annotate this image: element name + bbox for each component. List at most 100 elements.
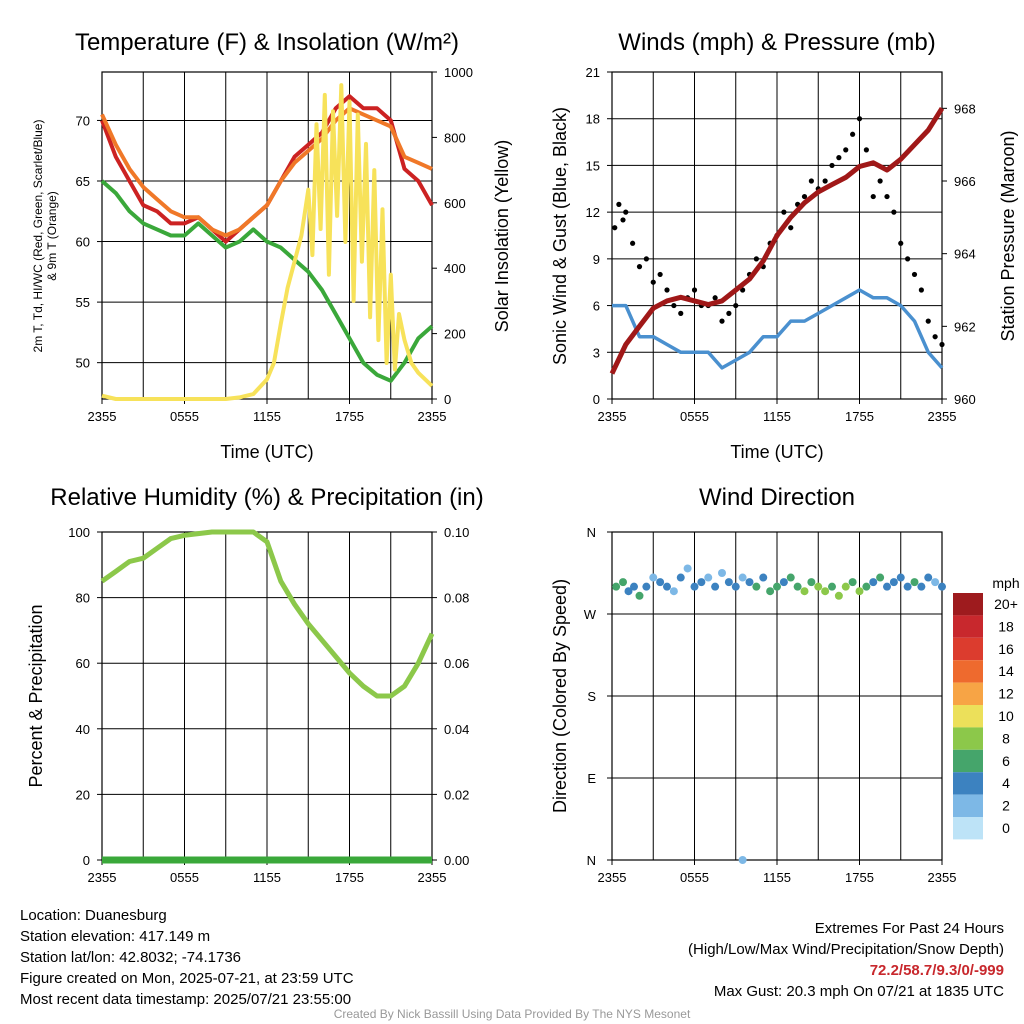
wind-direction-point (814, 582, 823, 591)
x-tick-label: 1755 (335, 409, 364, 424)
x-tick-label: 2355 (928, 409, 957, 424)
gust-point (788, 225, 794, 231)
x-tick-label: 1155 (253, 870, 281, 885)
legend-swatch (953, 817, 983, 840)
gust-point (616, 201, 622, 207)
wind-direction-point (924, 573, 933, 582)
legend-swatch (953, 772, 983, 795)
gust-point (898, 240, 904, 246)
wind-direction-point (669, 587, 678, 596)
y2-tick-label: 0.10 (444, 525, 469, 540)
wind-direction-point (800, 587, 809, 596)
legend-label: 4 (1002, 775, 1010, 791)
wind-direction-point (718, 569, 726, 577)
legend-label: 18 (998, 618, 1014, 634)
y2-axis-label: Solar Insolation (Yellow) (492, 140, 512, 332)
wind-direction-point (752, 582, 761, 591)
y-tick-label: 20 (76, 787, 90, 802)
x-tick-label: 0555 (680, 870, 709, 885)
x-axis-label: Time (UTC) (730, 442, 823, 462)
y2-tick-label: 960 (954, 392, 976, 407)
rh-line (100, 529, 435, 699)
y-tick-label: 0 (593, 392, 600, 407)
x-tick-label: 1155 (763, 870, 791, 885)
gust-point (932, 334, 938, 340)
wind-direction-point (683, 564, 692, 573)
x-tick-label: 1755 (335, 870, 364, 885)
y2-tick-label: 0.00 (444, 853, 469, 868)
wind-direction-point (869, 578, 878, 587)
max-gust-text: Max Gust: 20.3 mph On 07/21 at 1835 UTC (713, 983, 1004, 1000)
gust-point (836, 155, 842, 161)
wind-direction-point (745, 578, 754, 587)
x-tick-label: 1155 (253, 409, 281, 424)
wind-direction-point (828, 582, 836, 591)
wind-direction-point (938, 582, 946, 591)
y2-tick-label: 400 (444, 261, 466, 276)
wind-direction-point (649, 573, 658, 582)
y-tick-label: 18 (586, 112, 600, 127)
credit-text: Created By Nick Bassill Using Data Provi… (333, 1007, 691, 1021)
legend-swatch (953, 727, 983, 750)
x-tick-label: 2355 (88, 870, 117, 885)
wind-direction-point (624, 587, 633, 596)
wind-direction-point (779, 578, 788, 587)
y2-tick-label: 968 (954, 101, 976, 116)
legend-label: 10 (998, 708, 1014, 724)
station-info: Location: Duanesburg Station elevation: … (20, 905, 354, 1010)
gust-point (664, 287, 670, 293)
legend-label: 20+ (994, 596, 1018, 612)
x-axis-label: Time (UTC) (220, 442, 313, 462)
extremes-subtitle: (High/Low/Max Wind/Precipitation/Snow De… (688, 941, 1004, 958)
panel-title: Winds (mph) & Pressure (mb) (618, 29, 935, 56)
wind-direction-point (883, 582, 891, 591)
legend-swatch (953, 593, 983, 616)
gust-point (877, 178, 883, 184)
y-tick-label: 60 (76, 656, 90, 671)
wind-direction-point (786, 573, 795, 582)
gust-point (781, 209, 787, 215)
legend-label: 14 (998, 663, 1014, 679)
wind-direction-point (917, 582, 926, 591)
gust-point (691, 287, 698, 293)
gust-point (623, 209, 629, 215)
gust-point (636, 264, 643, 270)
wind-direction-point (841, 582, 850, 591)
gust-point (856, 116, 863, 122)
extremes-values: 72.2/58.7/9.3/0/-999 (869, 962, 1004, 979)
y-tick-label: E (587, 771, 596, 786)
y-tick-label: 55 (76, 295, 90, 310)
y-tick-label: 9 (593, 252, 600, 267)
gust-point (719, 318, 725, 324)
gust-point (630, 240, 636, 246)
wind-direction-point (656, 578, 665, 587)
gust-point (801, 193, 808, 200)
wind-direction-point (773, 582, 781, 591)
panel-title: Wind Direction (699, 484, 855, 511)
wind-direction-point (724, 578, 733, 587)
wind-direction-point (635, 591, 644, 600)
y-tick-label: 12 (586, 205, 600, 220)
y-tick-label: N (587, 853, 596, 868)
series-line (609, 106, 945, 375)
wind-direction-point (642, 582, 651, 591)
y-axis-label: Direction (Colored By Speed) (550, 579, 570, 813)
y2-tick-label: 0.06 (444, 656, 469, 671)
gust-point (829, 162, 835, 169)
series-line (101, 83, 434, 401)
gust-point (643, 256, 649, 262)
wind-direction-point (690, 582, 699, 591)
wind-direction-point (807, 578, 816, 587)
x-tick-label: 0555 (170, 409, 199, 424)
gust-point (678, 310, 684, 316)
gust-point (733, 302, 739, 309)
series-line (100, 106, 433, 238)
gust-point (891, 209, 897, 215)
wind-direction-point (821, 587, 830, 596)
y-axis-label-line2: & 9m T (Orange) (45, 191, 59, 281)
y2-tick-label: 962 (954, 319, 976, 334)
gust-point (925, 318, 931, 324)
series-line (100, 179, 434, 383)
x-tick-label: 0555 (680, 409, 709, 424)
